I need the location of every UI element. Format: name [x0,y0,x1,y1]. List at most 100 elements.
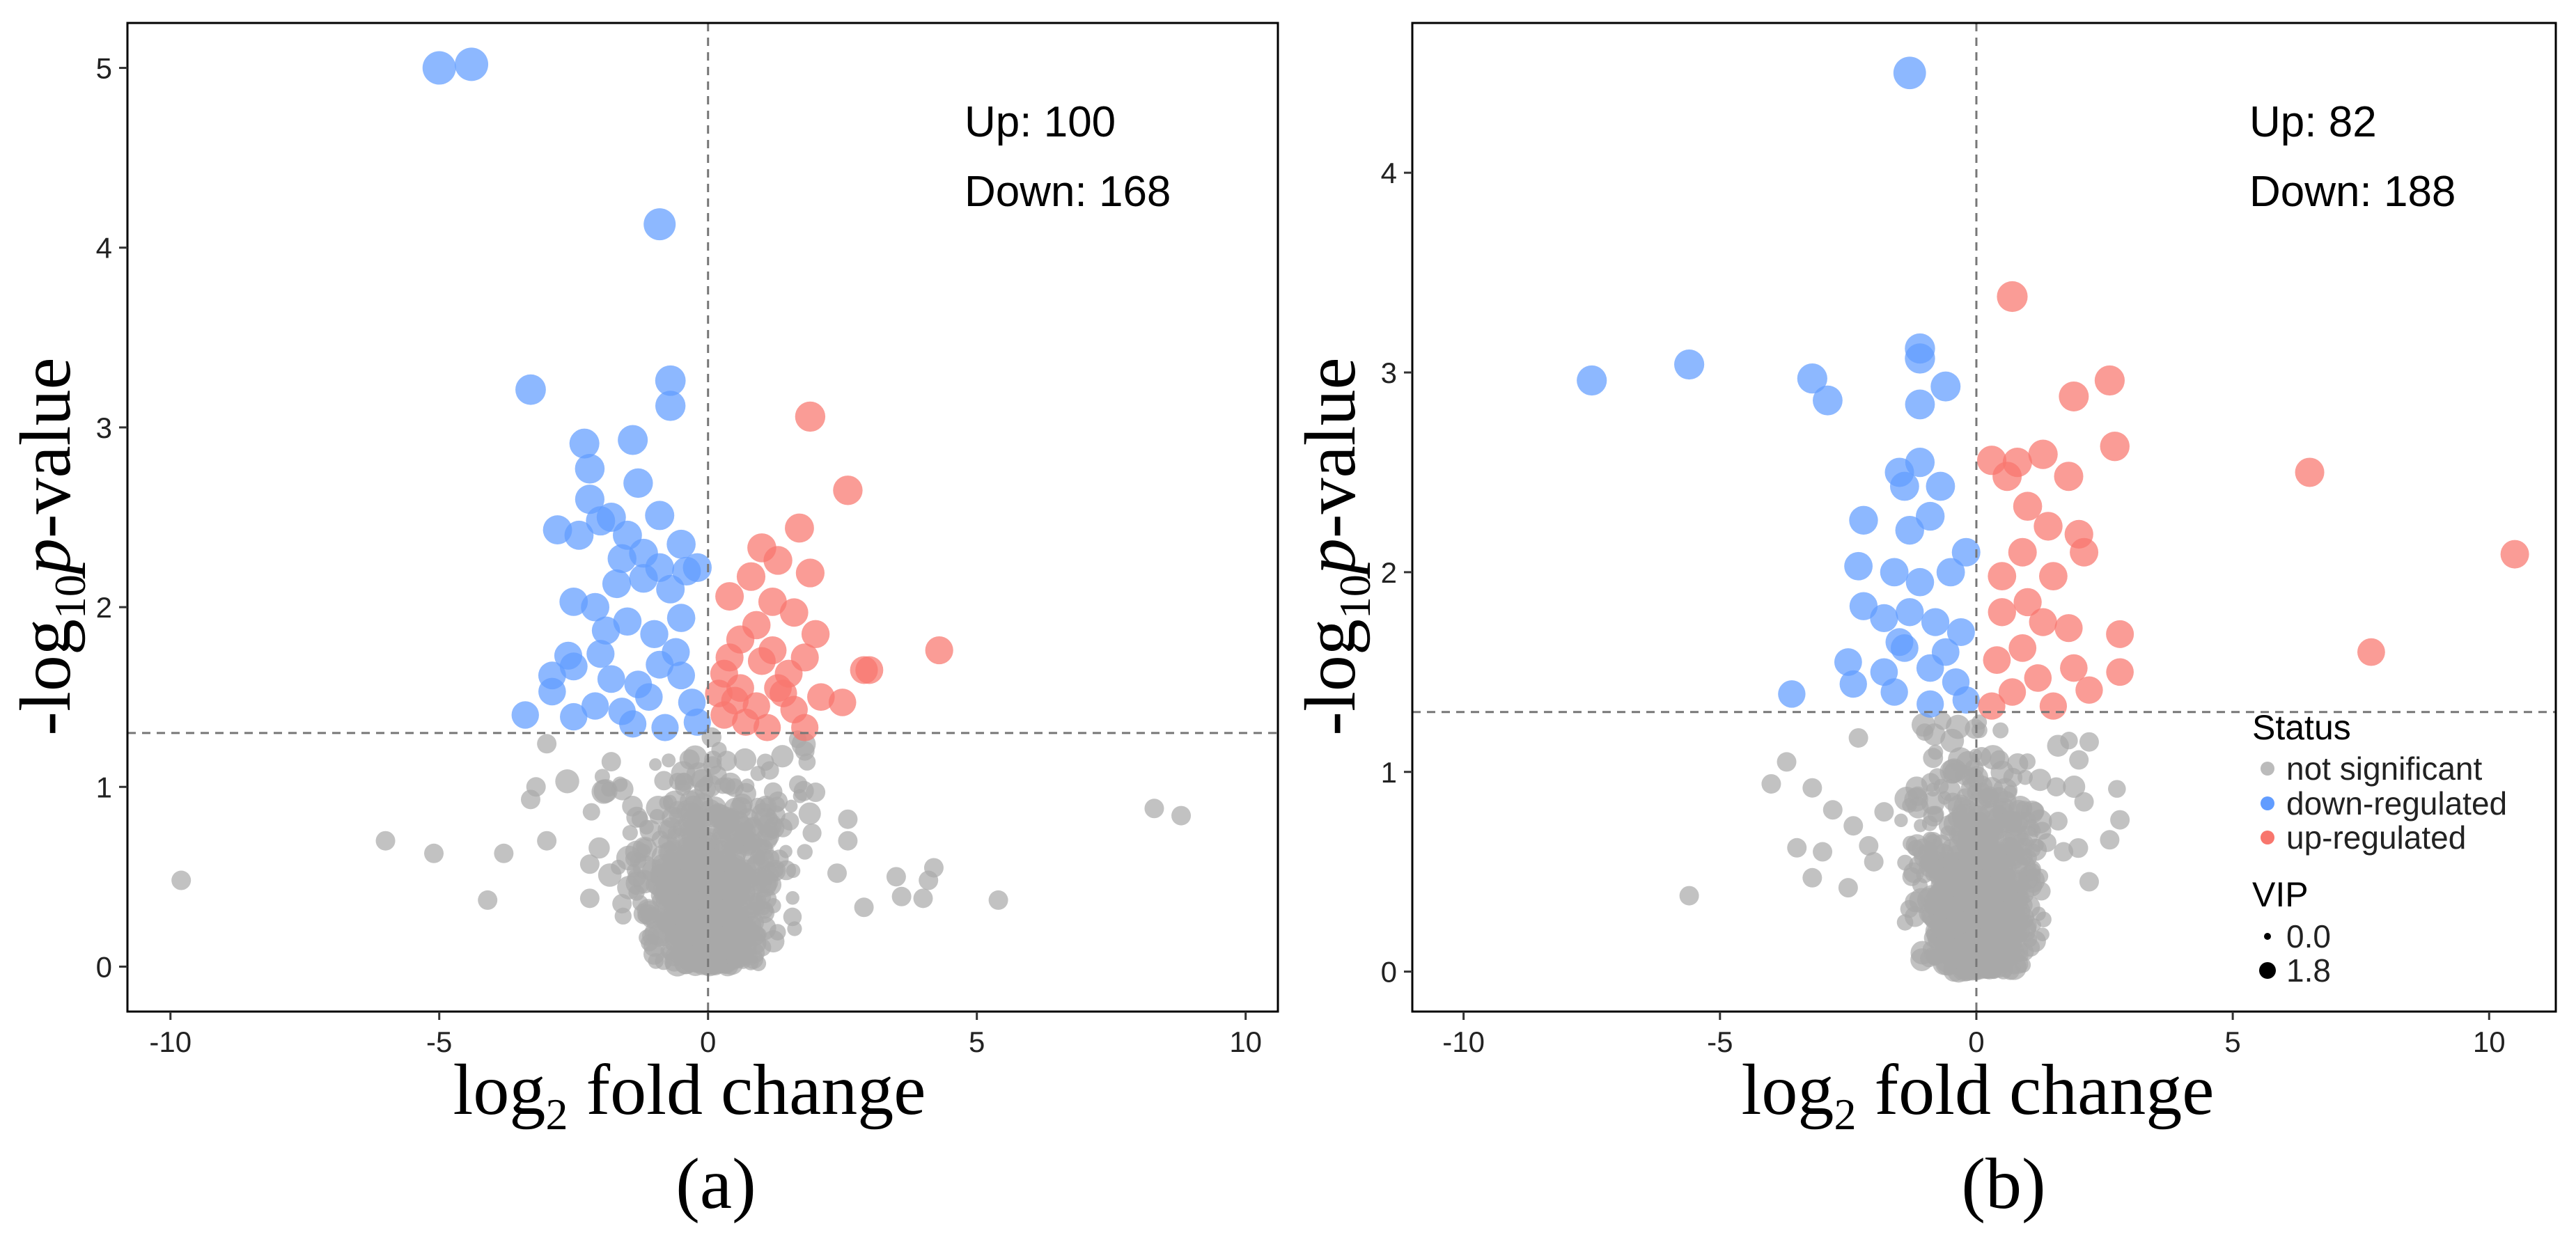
not-significant-point [724,865,739,880]
down-regulated-point [1921,608,1950,636]
down-regulated-point [623,468,653,498]
not-significant-point [711,831,725,845]
up-regulated-point [1998,678,2027,706]
legend-vip-small-label: 0.0 [2286,918,2331,954]
down-regulated-point [1946,618,1975,646]
up-regulated-point [2013,588,2042,617]
not-significant-point [690,950,705,964]
panel-a-xlabel: log2 fold change [453,1050,926,1139]
panel-b-y-axis-title: -log10p-value [1290,357,1380,735]
not-significant-point [1802,867,1822,888]
down-regulated-point [1905,448,1935,478]
up-regulated-point [2295,457,2325,487]
down-regulated-point [515,374,546,405]
not-significant-point [1972,842,1990,859]
down-regulated-point [619,710,647,738]
not-significant-point [1761,773,1781,794]
down-regulated-point [1952,686,1980,714]
down-regulated-point [586,640,615,668]
legend-up-regulated-label: up-regulated [2286,819,2466,856]
not-significant-point [2108,780,2126,798]
not-significant-point [1933,778,1949,794]
not-significant-point [649,758,662,771]
down-regulated-point [1951,537,1981,567]
not-significant-point [2100,830,2120,850]
not-significant-point [1992,722,2009,739]
not-significant-point [1927,805,1944,823]
not-significant-point [2020,875,2043,897]
up-regulated-point [855,656,884,684]
up-regulated-point [2028,439,2058,469]
not-significant-point [1802,778,1822,798]
not-significant-point [1969,862,1983,875]
legend-down-regulated-label: down-regulated [2286,785,2507,822]
x-tick-label: -10 [1442,1025,1485,1058]
up-regulated-point [2106,658,2134,686]
not-significant-point [740,866,756,883]
down-regulated-point [1880,678,1908,706]
not-significant-point [708,874,733,899]
not-significant-point [1910,948,1933,971]
not-significant-point [664,925,688,948]
not-significant-point [646,876,664,894]
not-significant-point [2006,892,2028,914]
not-significant-point [1965,718,1985,739]
up-regulated-point [715,643,744,672]
down-regulated-point [1778,680,1806,708]
up-regulated-point [795,558,825,588]
not-significant-point [2024,860,2041,878]
down-regulated-point [575,453,605,484]
not-significant-point [692,856,717,880]
not-significant-point [1979,904,2001,926]
panel-b-x-axis: -10 -5 0 5 10 [1442,1012,2506,1058]
panel-b-background-cloud [1894,712,2126,983]
not-significant-point [1935,949,1960,973]
down-regulated-point [683,708,711,736]
down-regulated-point [1905,567,1935,597]
down-regulated-point [564,520,594,550]
panel-b-legend: Status not significant down-regulated up… [2252,708,2507,989]
up-regulated-point [742,692,770,720]
down-regulated-point [581,592,610,622]
panel-b-y-axis: 0 1 2 3 4 [1381,157,1412,989]
not-significant-point [674,773,694,793]
not-significant-point [750,766,766,781]
up-regulated-point [758,587,787,616]
down-regulated-point [640,620,669,649]
not-significant-point [838,831,858,851]
legend-vip-small-swatch [2264,933,2271,940]
down-regulated-point [645,501,675,530]
not-significant-point [622,825,638,841]
up-regulated-point [1988,598,2016,627]
up-regulated-point [2008,537,2037,567]
not-significant-point [854,897,874,918]
up-regulated-point [1978,692,2006,720]
y-tick-label: 2 [1381,556,1397,589]
not-significant-point [1996,853,2010,867]
not-significant-point [594,769,610,785]
panel-b-xlabel: log2 fold change [1742,1050,2215,1139]
x-tick-label: 5 [2224,1025,2240,1058]
up-regulated-point [1988,562,2017,591]
not-significant-point [710,803,726,819]
panel-b-plot-frame [1411,22,2557,1013]
not-significant-point [1679,886,1699,906]
legend-vip-large-label: 1.8 [2286,952,2331,989]
legend-not-significant-label: not significant [2286,750,2482,787]
not-significant-point [2046,777,2066,796]
up-regulated-point [2008,634,2037,662]
down-regulated-point [422,51,456,85]
down-regulated-point [1849,592,1878,620]
legend-vip-title: VIP [2252,875,2309,914]
panel-a-y-axis: 0 1 2 3 4 5 [96,52,127,983]
x-tick-label: 10 [1229,1025,1262,1058]
not-significant-point [1914,844,1939,869]
not-significant-point [771,745,794,768]
panel-b: -10 -5 0 5 10 0 1 2 3 4 Up: 82 Down: 188 log2 fo… [1290,22,2557,1224]
down-regulated-point [1893,56,1926,90]
down-regulated-point [1674,349,1705,380]
not-significant-point [891,886,912,906]
up-regulated-point [2054,462,2084,492]
down-regulated-point [643,208,676,241]
not-significant-point [703,920,724,940]
